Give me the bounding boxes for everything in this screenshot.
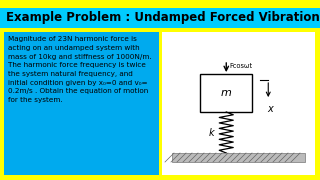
Text: Fcosωt: Fcosωt: [229, 63, 252, 69]
Text: x: x: [268, 104, 273, 114]
Bar: [0, 8, 320, 28]
Bar: [172, 153, 305, 162]
Text: Magnitude of 23N harmonic force is
acting on an undamped system with
mass of 10k: Magnitude of 23N harmonic force is actin…: [8, 36, 152, 103]
Bar: [4, 32, 159, 175]
Text: Example Problem : Undamped Forced Vibration: Example Problem : Undamped Forced Vibrat…: [6, 12, 320, 24]
Bar: [162, 32, 315, 175]
Bar: [200, 74, 252, 112]
Text: m: m: [221, 88, 232, 98]
Text: k: k: [208, 127, 214, 138]
